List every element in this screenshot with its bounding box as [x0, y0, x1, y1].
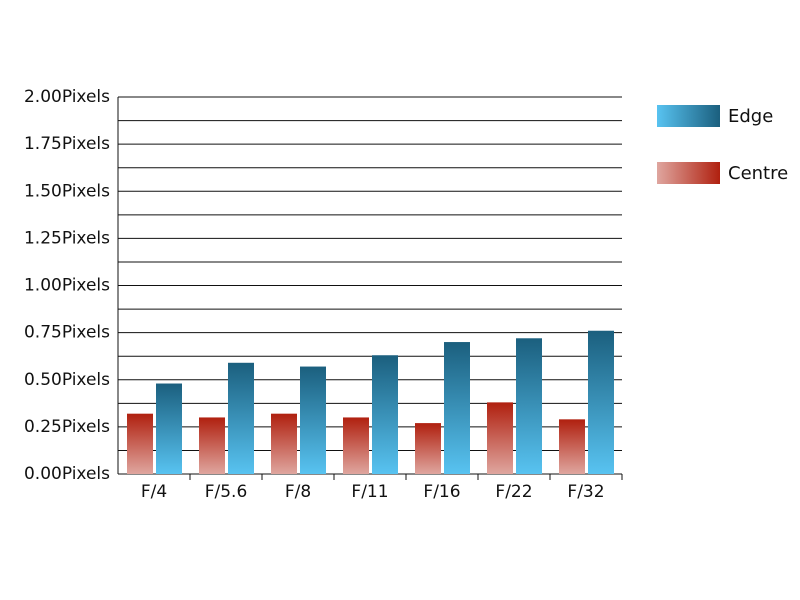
legend-swatch — [657, 105, 720, 127]
y-tick-label: 1.75Pixels — [24, 134, 110, 154]
y-tick-label: 0.25Pixels — [24, 417, 110, 437]
bar — [300, 366, 326, 474]
legend-label: Edge — [728, 106, 773, 127]
x-tick-label: F/32 — [567, 482, 604, 502]
bar — [343, 417, 369, 474]
x-tick-label: F/8 — [285, 482, 311, 502]
x-tick-label: F/22 — [495, 482, 532, 502]
y-tick-label: 0.00Pixels — [24, 464, 110, 484]
legend-swatch — [657, 162, 720, 184]
y-tick-label: 1.25Pixels — [24, 228, 110, 248]
bar — [199, 417, 225, 474]
bar — [228, 362, 254, 474]
y-tick-label: 0.50Pixels — [24, 370, 110, 390]
bar — [127, 413, 153, 474]
y-tick-label: 0.75Pixels — [24, 323, 110, 343]
bar — [588, 330, 614, 474]
x-tick-label: F/11 — [351, 482, 388, 502]
y-tick-label: 1.00Pixels — [24, 276, 110, 296]
bar — [415, 423, 441, 474]
bar — [271, 413, 297, 474]
legend-label: Centre — [728, 163, 788, 184]
y-tick-label: 1.50Pixels — [24, 181, 110, 201]
bar — [559, 419, 585, 474]
x-tick-label: F/4 — [141, 482, 167, 502]
x-tick-label: F/16 — [423, 482, 460, 502]
x-tick-label: F/5.6 — [205, 482, 248, 502]
bar — [516, 338, 542, 474]
y-tick-label: 2.00Pixels — [24, 87, 110, 107]
bar — [487, 402, 513, 474]
bar — [372, 355, 398, 474]
bar — [444, 342, 470, 474]
bar — [156, 383, 182, 474]
